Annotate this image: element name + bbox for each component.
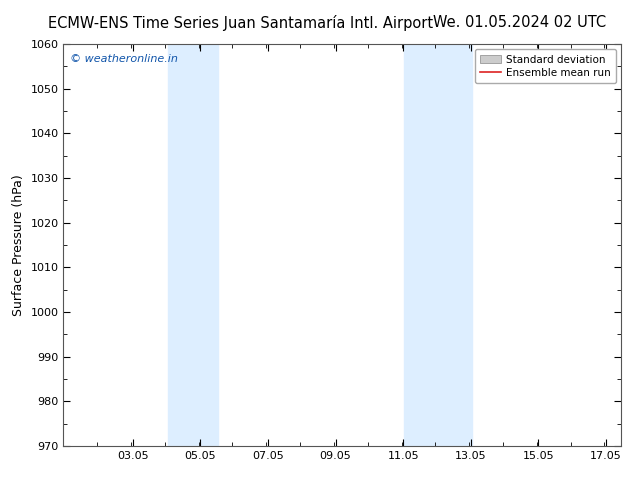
Bar bbox=[404, 44, 472, 446]
Text: We. 01.05.2024 02 UTC: We. 01.05.2024 02 UTC bbox=[433, 15, 607, 30]
Text: ECMW-ENS Time Series Juan Santamaría Intl. Airport: ECMW-ENS Time Series Juan Santamaría Int… bbox=[48, 15, 434, 31]
Bar bbox=[167, 44, 218, 446]
Legend: Standard deviation, Ensemble mean run: Standard deviation, Ensemble mean run bbox=[475, 49, 616, 83]
Text: © weatheronline.in: © weatheronline.in bbox=[70, 54, 178, 64]
Y-axis label: Surface Pressure (hPa): Surface Pressure (hPa) bbox=[12, 174, 25, 316]
